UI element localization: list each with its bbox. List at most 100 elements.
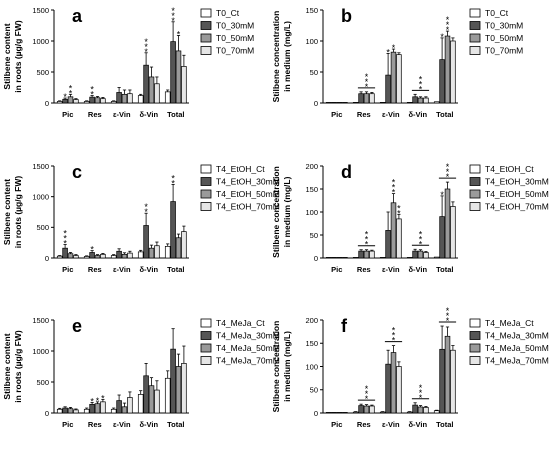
bar-e-T4_MeJa_50mM: [121, 406, 128, 414]
bar-d-T4_EtOH_50mM: [444, 188, 451, 259]
bar-e-T4_MeJa_Ct: [164, 377, 171, 414]
significance-mark-f: *: [446, 311, 450, 321]
bar-d-T4_EtOH_30mM: [331, 257, 337, 259]
significance-mark-a: *: [90, 85, 94, 95]
significance-mark-f: *: [392, 331, 396, 341]
legend-label-b: T0_30mM: [485, 21, 523, 31]
y-tick-label-e: 1000: [32, 347, 49, 356]
bar-e-T4_MeJa_70mM: [73, 409, 79, 414]
y-tick-label-a: 500: [36, 68, 49, 77]
significance-mark-a: *: [63, 92, 67, 102]
x-tick-label-e: δ-Vin: [140, 420, 159, 429]
x-tick-label-a: Total: [167, 110, 184, 119]
bar-d-T4_EtOH_Ct: [433, 256, 440, 259]
legend-label-a: T0_70mM: [216, 46, 254, 56]
legend-label-a: T0_30mM: [216, 21, 254, 31]
bar-f-T4_MeJa_30mM: [358, 405, 364, 414]
bar-c-T4_EtOH_50mM: [148, 247, 155, 259]
legend-label-e: T4_MeJa_Ct: [216, 318, 265, 328]
y-tick-label-f: 0: [314, 409, 318, 418]
bar-f-T4_MeJa_Ct: [406, 411, 413, 414]
significance-mark-e: *: [90, 396, 94, 406]
y-tick-label-d: 50: [310, 231, 318, 240]
significance-mark-d: *: [446, 167, 450, 177]
y-tick-label-d: 100: [305, 208, 318, 217]
bar-d-T4_EtOH_Ct: [325, 257, 332, 259]
panel-letter-e: e: [72, 316, 82, 336]
x-tick-label-b: Pic: [331, 110, 342, 119]
y-axis-label-e: Stilbene content: [2, 333, 12, 399]
bar-f-T4_MeJa_70mM: [369, 405, 375, 414]
bar-a-T0_Ct: [83, 101, 90, 104]
x-tick-label-c: Pic: [62, 265, 73, 274]
x-tick-label-c: Res: [88, 265, 102, 274]
bar-f-T4_MeJa_50mM: [390, 352, 397, 414]
bar-d-T4_EtOH_70mM: [342, 257, 348, 259]
x-tick-label-f: Res: [357, 420, 371, 429]
y-axis-label-b: in medium (mg/L): [282, 21, 292, 92]
bar-e-T4_MeJa_Ct: [83, 408, 90, 414]
significance-mark-b: *: [386, 47, 390, 57]
legend-swatch-b: [469, 33, 481, 43]
bar-f-T4_MeJa_70mM: [423, 407, 429, 414]
significance-mark-a: *: [90, 90, 94, 100]
bar-c-T4_EtOH_Ct: [110, 255, 117, 259]
bar-c-T4_EtOH_50mM: [121, 253, 128, 259]
bar-e-T4_MeJa_70mM: [181, 363, 187, 414]
legend-swatch-a: [200, 8, 212, 18]
y-tick-label-b: 0: [314, 99, 318, 108]
legend-label-d: T4_EtOH_30mM: [485, 177, 549, 187]
bar-c-T4_EtOH_70mM: [154, 245, 160, 259]
significance-mark-a: *: [69, 88, 73, 98]
significance-mark-d: *: [419, 239, 423, 249]
bar-c-T4_EtOH_50mM: [175, 237, 182, 259]
legend-label-f: T4_MeJa_30mM: [485, 331, 549, 341]
bar-b-T0_70mM: [369, 93, 375, 104]
bar-d-T4_EtOH_Ct: [406, 257, 413, 259]
significance-mark-f: *: [446, 306, 450, 316]
x-tick-label-a: Pic: [62, 110, 73, 119]
legend-label-d: T4_EtOH_50mM: [485, 189, 549, 199]
bar-b-T0_30mM: [358, 93, 364, 104]
x-tick-label-c: δ-Vin: [140, 265, 159, 274]
bar-e-T4_MeJa_Ct: [110, 408, 117, 414]
bar-e-T4_MeJa_Ct: [56, 408, 63, 414]
bar-d-T4_EtOH_30mM: [412, 250, 418, 259]
legend-swatch-a: [200, 21, 212, 30]
bar-d-T4_EtOH_50mM: [363, 250, 370, 259]
bar-f-T4_MeJa_50mM: [417, 406, 424, 414]
bar-a-T0_30mM: [116, 92, 122, 104]
y-tick-label-f: 200: [305, 316, 318, 325]
bar-a-T0_Ct: [137, 95, 144, 104]
x-tick-label-f: δ-Vin: [409, 420, 428, 429]
y-tick-label-f: 150: [305, 339, 318, 348]
significance-mark-d: *: [419, 229, 423, 239]
legend-label-d: T4_EtOH_Ct: [485, 164, 534, 174]
bar-f-T4_MeJa_Ct: [352, 411, 359, 414]
bar-a-T0_70mM: [100, 98, 106, 104]
bar-d-T4_EtOH_70mM: [423, 252, 429, 259]
bar-e-T4_MeJa_Ct: [137, 394, 144, 414]
significance-mark-a: *: [171, 11, 175, 21]
y-axis-label-d: Stilbene concentration: [271, 166, 281, 258]
significance-mark-d: *: [365, 240, 369, 250]
legend-swatch-b: [469, 21, 481, 30]
bar-a-T0_Ct: [110, 101, 117, 104]
legend-swatch-f: [469, 356, 481, 365]
legend-swatch-e: [200, 343, 212, 353]
significance-mark-f: *: [419, 393, 423, 403]
panel-letter-b: b: [341, 6, 352, 26]
legend-label-b: T0_70mM: [485, 46, 523, 56]
x-tick-label-e: Total: [167, 420, 184, 429]
bar-a-T0_Ct: [56, 101, 63, 104]
significance-mark-b: *: [365, 72, 369, 82]
panel-letter-d: d: [341, 162, 352, 182]
x-tick-label-a: ε-Vin: [113, 110, 131, 119]
bar-f-T4_MeJa_Ct: [433, 410, 440, 414]
significance-mark-b: *: [446, 15, 450, 25]
legend-label-d: T4_EtOH_70mM: [485, 202, 549, 212]
legend-swatch-c: [200, 164, 212, 174]
bar-b-T0_Ct: [352, 102, 359, 104]
significance-mark-d: *: [397, 208, 401, 218]
bar-c-T4_EtOH_30mM: [170, 201, 176, 259]
